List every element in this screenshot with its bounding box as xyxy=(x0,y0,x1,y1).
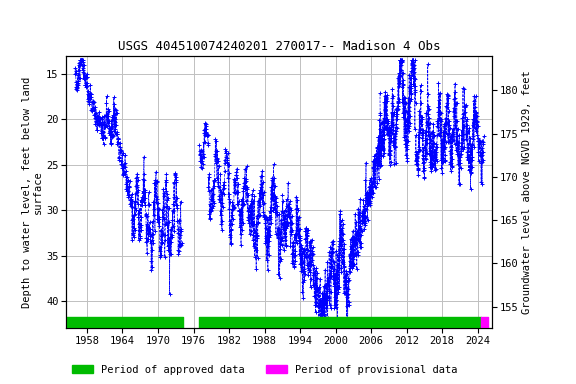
Title: USGS 404510074240201 270017-- Madison 4 Obs: USGS 404510074240201 270017-- Madison 4 … xyxy=(118,40,441,53)
Y-axis label: Depth to water level, feet below land
surface: Depth to water level, feet below land su… xyxy=(22,76,43,308)
Y-axis label: Groundwater level above NGVD 1929, feet: Groundwater level above NGVD 1929, feet xyxy=(522,70,532,314)
Legend: Period of approved data, Period of provisional data: Period of approved data, Period of provi… xyxy=(68,361,462,379)
